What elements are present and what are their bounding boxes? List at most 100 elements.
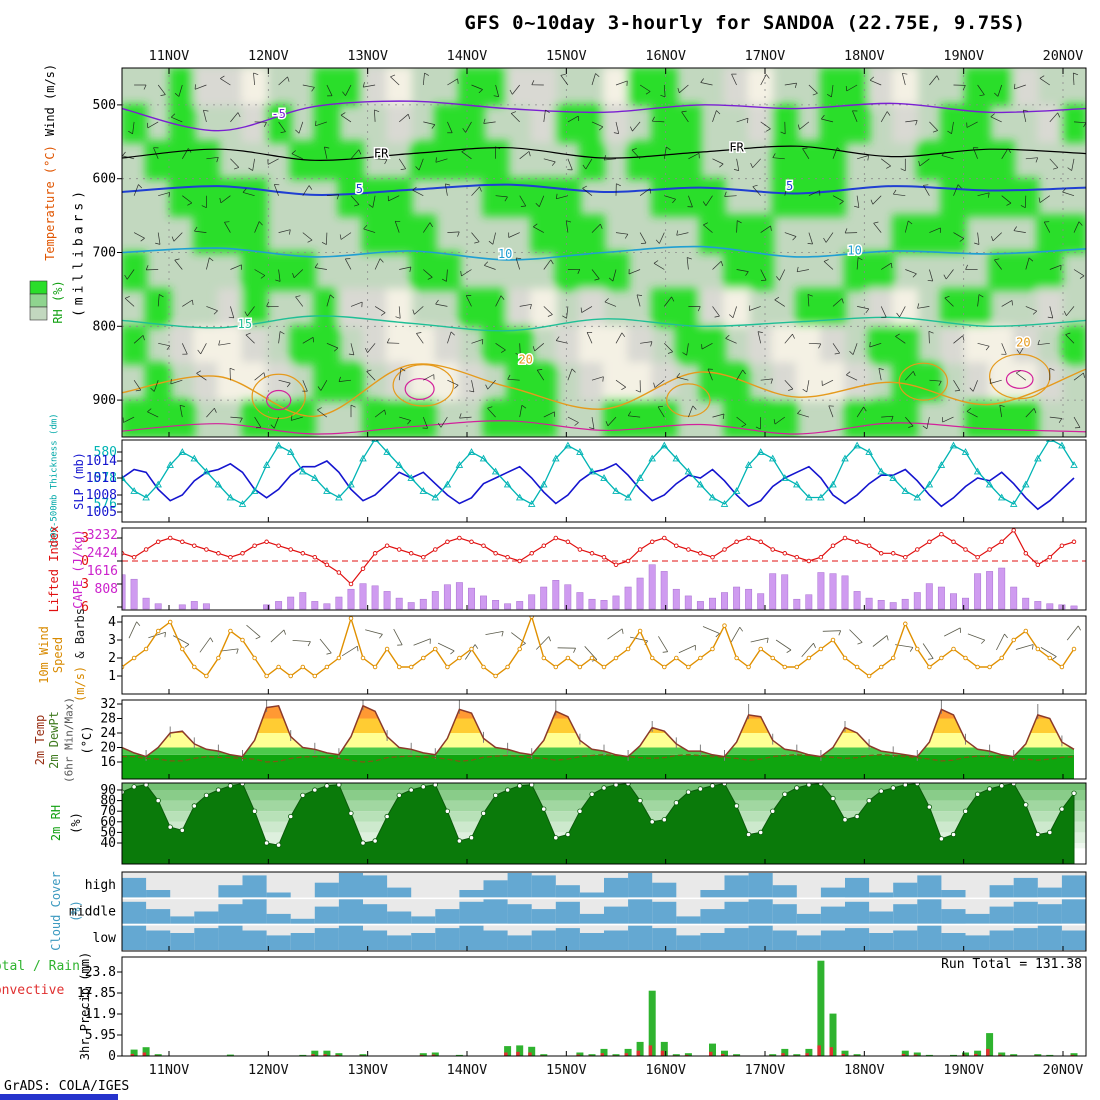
label-2m-temp: 2m Temp [33, 714, 47, 766]
svg-text:3232: 3232 [87, 528, 118, 543]
run-total: Run Total = 131.38 [941, 957, 1082, 972]
label-convective: Convective [0, 983, 65, 998]
svg-text:808: 808 [95, 582, 118, 597]
svg-text:15NOV: 15NOV [546, 1062, 587, 1078]
svg-text:14NOV: 14NOV [447, 1062, 488, 1078]
svg-text:-5: -5 [271, 107, 285, 121]
p2-tick-labels: 580 578 576 1014 1011 1008 1005 [86, 445, 122, 520]
surface-wind-barbs [128, 621, 1081, 662]
panel-10m-wind [122, 616, 1081, 679]
wind-speed-markers [122, 616, 1077, 679]
svg-text:580: 580 [94, 445, 117, 460]
panel-cloud-cover [122, 872, 1086, 951]
panel-lifted-cape [122, 528, 1086, 610]
label-total-rain: Total / Rain [0, 959, 80, 974]
svg-text:13NOV: 13NOV [347, 1062, 388, 1078]
svg-text:80: 80 [100, 794, 116, 809]
svg-text:1616: 1616 [87, 564, 118, 579]
temp-line [122, 704, 1075, 758]
label-temperature: Temperature (°C) [43, 145, 57, 261]
temp-fill-bands [122, 705, 1074, 779]
svg-text:15NOV: 15NOV [546, 48, 587, 64]
svg-text:1: 1 [108, 669, 116, 684]
panel-2m-rh [122, 783, 1086, 864]
svg-text:20NOV: 20NOV [1043, 1062, 1084, 1078]
upper-wind-barbs [122, 72, 1086, 430]
svg-text:11NOV: 11NOV [149, 48, 190, 64]
svg-text:low: low [93, 931, 117, 946]
rh-markers [122, 783, 1077, 848]
label-degc: (°C) [80, 725, 94, 755]
svg-text:5: 5 [356, 182, 363, 196]
svg-text:high: high [85, 878, 116, 893]
date-labels-top: 11NOV 12NOV 13NOV 14NOV 15NOV 16NOV 17NOV 18NOV… [149, 48, 1084, 64]
label-wind-speed: Speed [51, 636, 65, 674]
label-slp: SLP (mb) [72, 452, 86, 510]
svg-text:900: 900 [93, 393, 116, 408]
label-lifted-index: Lifted Index [47, 525, 61, 613]
svg-text:600: 600 [93, 172, 116, 187]
p3-tick-labels: -3 0 3 6 3232 2424 1616 808 [73, 528, 122, 615]
svg-text:16NOV: 16NOV [645, 48, 686, 64]
credit: GrADS: COLA/IGES [4, 1079, 130, 1094]
svg-text:17NOV: 17NOV [745, 48, 786, 64]
svg-text:3: 3 [81, 577, 89, 592]
svg-text:10: 10 [498, 247, 512, 261]
label-minmax: (6hr Min/Max) [62, 696, 76, 784]
svg-text:15: 15 [238, 317, 252, 331]
svg-text:middle: middle [69, 905, 116, 920]
svg-text:20: 20 [1016, 336, 1030, 350]
cape-bars [122, 564, 1078, 610]
svg-text:20: 20 [100, 741, 116, 756]
panel-upper-air: -5 FR FR 5 5 10 10 15 20 20 [122, 68, 1086, 437]
rh-legend-swatch [29, 280, 48, 321]
label-cloud-cover: Cloud Cover [49, 871, 63, 951]
svg-text:20NOV: 20NOV [1043, 48, 1084, 64]
svg-text:13NOV: 13NOV [347, 48, 388, 64]
svg-text:5: 5 [786, 179, 793, 193]
label-wind-ms: Wind (m/s) [43, 63, 57, 137]
svg-text:578: 578 [94, 471, 117, 486]
svg-text:12NOV: 12NOV [248, 1062, 289, 1078]
cloud-bars [122, 873, 1086, 950]
panel-precip [130, 960, 1078, 1056]
svg-text:1005: 1005 [86, 505, 117, 520]
precip-total-bars [130, 960, 1078, 1056]
li-markers [122, 528, 1077, 587]
svg-text:FR: FR [729, 141, 744, 155]
panel-slp-thickness [122, 440, 1078, 511]
pressure-tick-labels: 500 600 700 800 900 [93, 98, 122, 408]
panel-2m-temp [122, 700, 1075, 779]
panel-borders [121, 67, 1087, 1057]
svg-text:12NOV: 12NOV [248, 48, 289, 64]
svg-text:18NOV: 18NOV [844, 1062, 885, 1078]
svg-text:576: 576 [94, 497, 117, 512]
svg-text:500: 500 [93, 98, 116, 113]
svg-text:5.95: 5.95 [85, 1028, 116, 1043]
date-labels-bottom: 11NOV 12NOV 13NOV 14NOV 15NOV 16NOV 17NOV 18NOV… [149, 1062, 1084, 1078]
svg-text:2: 2 [108, 651, 116, 666]
svg-text:4: 4 [108, 615, 116, 630]
svg-text:700: 700 [93, 246, 116, 261]
svg-text:0: 0 [81, 554, 89, 569]
lifted-index-line [122, 529, 1075, 585]
label-cloud-pct: (%) [69, 900, 83, 922]
label-rh-legend: RH (%) [51, 280, 65, 324]
svg-text:0: 0 [108, 1049, 116, 1064]
svg-text:20: 20 [518, 353, 532, 367]
label-2m-rh: 2m RH [49, 804, 63, 842]
svg-text:800: 800 [93, 319, 116, 334]
temperature-contours [122, 100, 1086, 435]
svg-text:19NOV: 19NOV [943, 1062, 984, 1078]
svg-text:19NOV: 19NOV [943, 48, 984, 64]
svg-text:32: 32 [100, 697, 116, 712]
svg-text:60: 60 [100, 815, 116, 830]
svg-text:11.9: 11.9 [85, 1007, 116, 1022]
svg-text:90: 90 [100, 783, 116, 798]
svg-text:-3: -3 [73, 531, 89, 546]
p4-tick-labels: 4 3 2 1 [108, 615, 122, 684]
